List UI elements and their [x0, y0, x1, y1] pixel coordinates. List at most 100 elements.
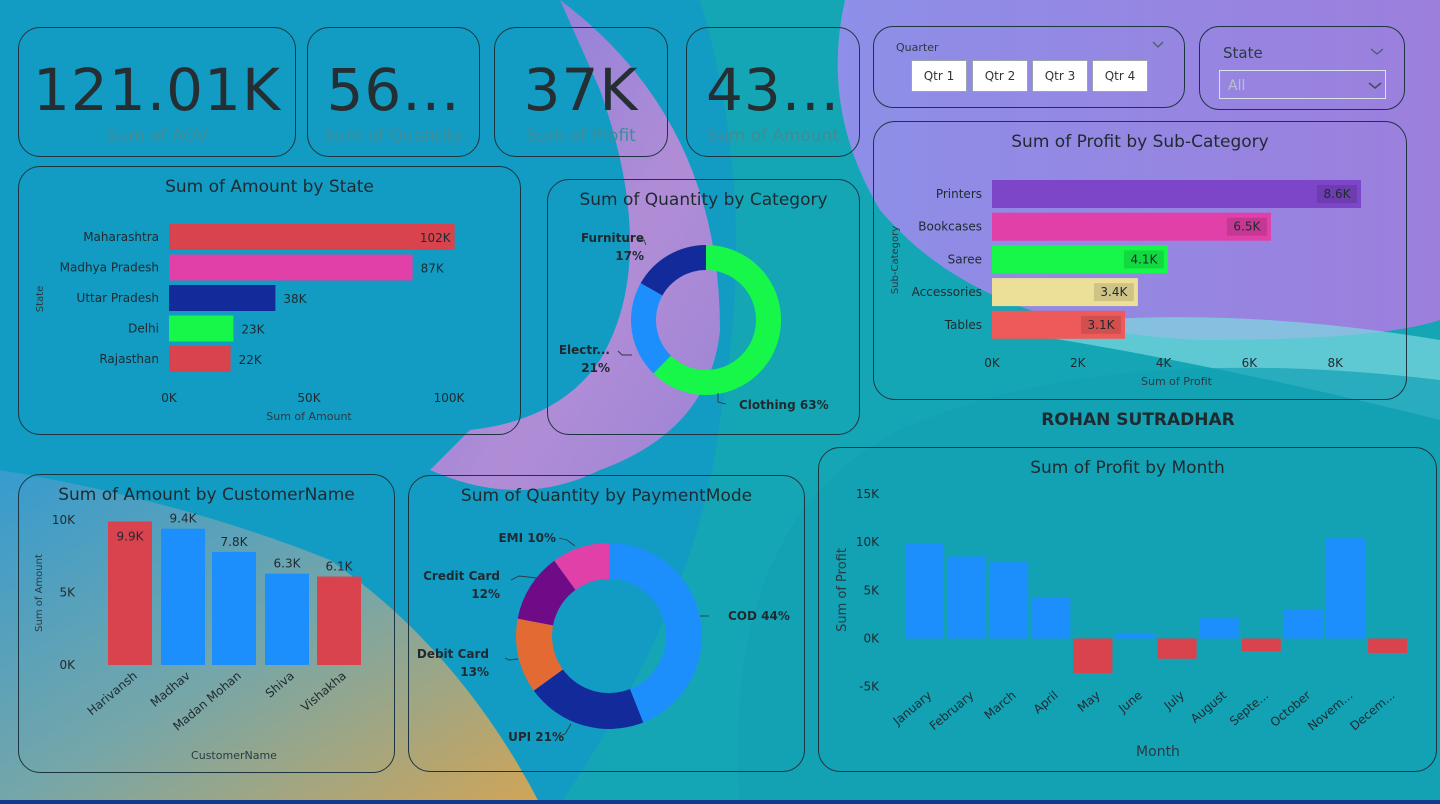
bar[interactable] — [1241, 638, 1281, 652]
bar[interactable] — [989, 562, 1029, 639]
y-tick-label: 5K — [59, 586, 76, 600]
data-label: 22K — [239, 353, 263, 367]
x-axis-title: Sum of Profit — [1141, 375, 1213, 388]
chart-title: Sum of Amount by CustomerName — [58, 485, 355, 505]
category-label: Shiva — [263, 669, 297, 701]
bar[interactable] — [992, 245, 1168, 274]
bar[interactable] — [1283, 609, 1323, 639]
y-axis-title: Sub-Category — [890, 226, 901, 294]
data-label: 3.4K — [1100, 285, 1128, 299]
data-label: 23K — [241, 323, 265, 337]
quarter-button-q1[interactable]: Qtr 1 — [911, 60, 967, 92]
x-tick-label: 100K — [434, 391, 466, 405]
bar[interactable] — [1157, 638, 1197, 659]
donut-slice[interactable] — [554, 543, 609, 590]
data-label-bg — [1226, 217, 1267, 236]
slice-name: Furniture — [581, 231, 644, 245]
slice-name: Debit Card — [417, 647, 489, 661]
data-label-bg — [1123, 250, 1164, 269]
data-label: 38K — [283, 292, 307, 306]
kpi-value: 121.01K — [33, 56, 281, 124]
y-axis-title: State — [35, 286, 46, 312]
state-slicer[interactable]: State All — [1199, 26, 1405, 110]
chart-card-quantity-by-paymentmode: Sum of Quantity by PaymentMode COD 44% UP… — [408, 475, 805, 772]
y-tick-label: 0K — [863, 632, 880, 646]
donut-slice[interactable] — [517, 560, 576, 626]
data-label-bg — [1317, 185, 1357, 203]
quarter-button-q2[interactable]: Qtr 2 — [972, 60, 1028, 92]
kpi-card-quantity[interactable]: 56... Sum of Quantity — [307, 27, 480, 157]
quarter-button-q4[interactable]: Qtr 4 — [1092, 60, 1148, 92]
donut-slice[interactable] — [653, 245, 781, 396]
category-label: Septe... — [1227, 688, 1271, 728]
bar[interactable] — [169, 346, 231, 372]
chevron-down-icon[interactable] — [1368, 82, 1382, 90]
bar[interactable] — [317, 576, 361, 665]
bar[interactable] — [947, 556, 987, 639]
data-label: 9.9K — [117, 529, 145, 543]
bar[interactable] — [1115, 633, 1155, 639]
kpi-card-amount[interactable]: 43... Sum of Amount — [686, 27, 860, 157]
leader-line — [558, 723, 572, 737]
bar[interactable] — [1073, 638, 1113, 674]
y-tick-label: 10K — [856, 535, 880, 549]
category-label: Madhav — [148, 669, 193, 710]
category-label: February — [927, 688, 977, 733]
amount-by-state-chart: Maharashtra 102K Madhya Pradesh 87K Uttar Pr… — [35, 224, 466, 423]
kpi-label: Sum of Profit — [526, 126, 636, 146]
chevron-down-icon[interactable] — [1370, 48, 1384, 56]
bar[interactable] — [1368, 638, 1408, 653]
bar[interactable] — [1031, 597, 1071, 639]
bar[interactable] — [1199, 618, 1239, 639]
donut-slice[interactable] — [631, 283, 671, 374]
donut-slice[interactable] — [516, 618, 563, 691]
kpi-card-aov[interactable]: 121.01K Sum of AOV — [18, 27, 296, 157]
x-tick-label: 2K — [1070, 356, 1087, 370]
y-tick-label: 0K — [59, 658, 76, 672]
chart-title: Sum of Profit by Sub-Category — [1011, 132, 1269, 152]
bar[interactable] — [992, 310, 1126, 339]
y-axis-title: Sum of Amount — [34, 554, 45, 632]
category-label: Maharashtra — [83, 230, 159, 244]
bar[interactable] — [108, 521, 152, 665]
donut-slice[interactable] — [609, 543, 702, 723]
category-label: Tables — [944, 318, 982, 332]
quarter-button-q3[interactable]: Qtr 3 — [1032, 60, 1088, 92]
donut-slice[interactable] — [640, 245, 706, 296]
category-label: March — [982, 688, 1019, 722]
bar[interactable] — [1326, 538, 1365, 639]
data-label: 4.1K — [1130, 252, 1158, 266]
bar[interactable] — [169, 224, 455, 250]
x-tick-label: 6K — [1242, 356, 1259, 370]
quarter-slicer[interactable]: Quarter Qtr 1 Qtr 2 Qtr 3 Qtr 4 — [873, 26, 1185, 108]
x-tick-label: 0K — [984, 356, 1001, 370]
state-dropdown[interactable]: All — [1219, 70, 1386, 99]
bar[interactable] — [161, 528, 205, 665]
bar[interactable] — [265, 573, 309, 665]
y-tick-label: 15K — [856, 487, 880, 501]
bar[interactable] — [992, 278, 1138, 307]
data-label-bg — [1093, 283, 1134, 302]
state-slicer-title: State — [1223, 44, 1263, 62]
bar[interactable] — [992, 180, 1361, 208]
data-label: 6.3K — [274, 557, 302, 571]
chart-title: Sum of Amount by State — [165, 177, 374, 197]
category-label: August — [1188, 688, 1229, 726]
bar[interactable] — [992, 212, 1271, 241]
x-tick-label: 50K — [297, 391, 321, 405]
kpi-value: 43... — [705, 56, 841, 124]
chevron-down-icon[interactable] — [1152, 41, 1164, 49]
x-axis-title: CustomerName — [191, 749, 277, 762]
amount-by-customer-chart: 0K5K10K9.9KHarivansh9.4KMadhav7.8KMadan … — [34, 512, 361, 762]
bar[interactable] — [212, 551, 256, 665]
category-label: Decem... — [1347, 688, 1397, 733]
slice-label: Clothing 63% — [739, 398, 829, 412]
kpi-card-profit[interactable]: 37K Sum of Profit — [494, 27, 668, 157]
slice-label: 12% — [471, 587, 500, 601]
bar[interactable] — [169, 315, 234, 342]
bar[interactable] — [169, 254, 413, 281]
x-axis-title: Month — [1136, 744, 1180, 760]
bar[interactable] — [905, 544, 944, 639]
bar[interactable] — [169, 285, 276, 311]
donut-slice[interactable] — [533, 669, 644, 729]
